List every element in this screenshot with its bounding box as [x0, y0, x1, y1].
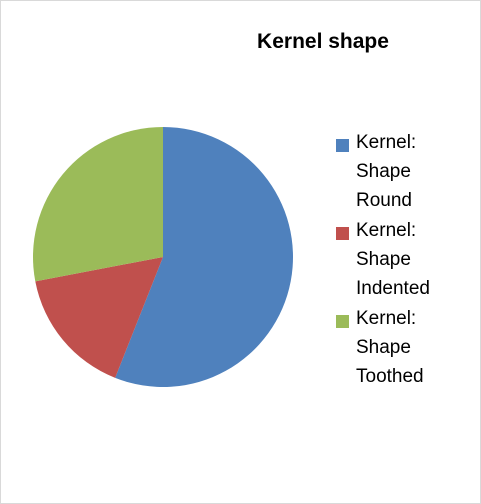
legend-label: Kernel: Shape Indented	[356, 220, 430, 299]
pie-slice	[32, 127, 163, 282]
legend-swatch	[336, 315, 349, 328]
pie-slice	[115, 127, 293, 387]
legend-label: Kernel: Shape Toothed	[356, 308, 424, 387]
legend-entry: Kernel: Shape Toothed	[334, 304, 464, 392]
legend-entry: Kernel: Shape Indented	[334, 216, 464, 304]
chart-title: Kernel shape	[257, 30, 389, 53]
legend-swatch	[336, 227, 349, 240]
pie-slice	[35, 257, 163, 378]
legend-label: Kernel: Shape Round	[356, 132, 417, 211]
legend: Kernel: Shape Round Kernel: Shape Indente…	[334, 128, 464, 392]
legend-swatch	[336, 139, 349, 152]
legend-entry: Kernel: Shape Round	[334, 128, 464, 216]
